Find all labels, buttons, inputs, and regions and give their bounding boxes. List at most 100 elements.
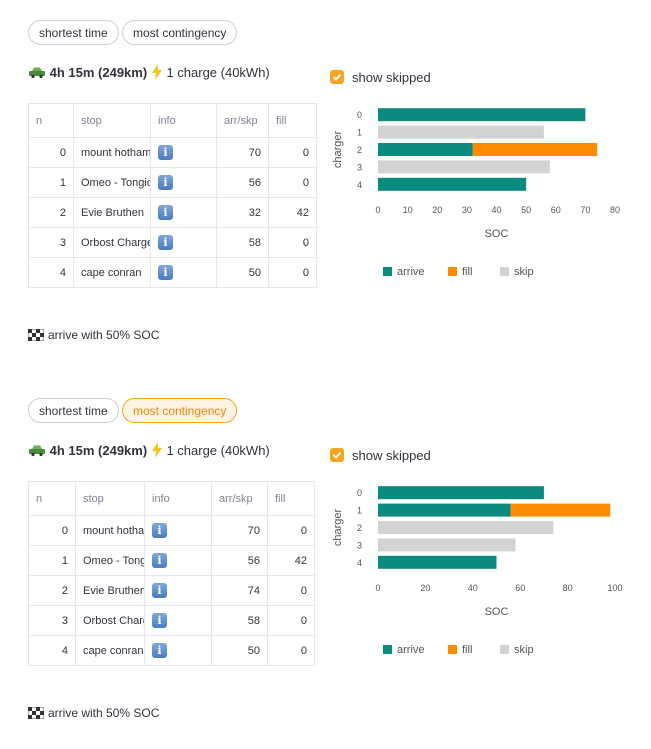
cell-arr-skp: 50 bbox=[216, 257, 269, 288]
x-tick-label: 0 bbox=[375, 583, 380, 593]
cell-info[interactable]: i bbox=[144, 545, 212, 576]
cell-stop: mount hotham bbox=[75, 515, 145, 546]
column-header-stop[interactable]: stop bbox=[73, 103, 151, 138]
trip-duration-distance: 4h 15m (249km) bbox=[49, 64, 148, 80]
info-icon[interactable]: i bbox=[158, 235, 173, 250]
cell-fill: 0 bbox=[268, 167, 317, 198]
y-axis-title: charger bbox=[332, 509, 344, 547]
y-tick-label: 2 bbox=[357, 523, 362, 533]
column-header-arr-skp[interactable]: arr/skp bbox=[211, 481, 268, 516]
cell-arr-skp: 32 bbox=[216, 197, 269, 228]
checkbox-checked-icon[interactable] bbox=[330, 70, 344, 84]
legend-swatch-arrive bbox=[383, 645, 392, 654]
tab-most-contingency[interactable]: most contingency bbox=[122, 398, 238, 423]
legend-label-fill: fill bbox=[462, 644, 472, 656]
show-skipped-label: show skipped bbox=[352, 448, 431, 463]
x-tick-label: 100 bbox=[607, 583, 622, 593]
tab-shortest-time[interactable]: shortest time bbox=[28, 20, 119, 45]
table-row[interactable]: 2 Evie Bruthen i 74 0 bbox=[28, 575, 315, 606]
tab-shortest-time[interactable]: shortest time bbox=[28, 398, 119, 423]
bar-skip bbox=[378, 521, 554, 534]
column-header-stop[interactable]: stop bbox=[75, 481, 145, 516]
cell-fill: 0 bbox=[267, 575, 315, 606]
x-tick-label: 30 bbox=[462, 205, 472, 215]
cell-n: 4 bbox=[28, 257, 74, 288]
column-header-fill[interactable]: fill bbox=[267, 481, 315, 516]
x-tick-label: 40 bbox=[468, 583, 478, 593]
route-section-shortest: shortest time most contingency 4h 15m (2… bbox=[0, 0, 651, 360]
cell-n: 0 bbox=[28, 137, 74, 168]
cell-info[interactable]: i bbox=[150, 257, 217, 288]
cell-stop: Orbost Charger bbox=[73, 227, 151, 258]
cell-n: 2 bbox=[28, 575, 76, 606]
cell-arr-skp: 70 bbox=[216, 137, 269, 168]
checkered-flag-icon bbox=[27, 706, 45, 722]
legend-label-fill: fill bbox=[462, 266, 472, 278]
column-header-info[interactable]: info bbox=[144, 481, 212, 516]
show-skipped-checkbox[interactable]: show skipped bbox=[330, 70, 431, 85]
trip-summary: 4h 15m (249km) 1 charge (40kWh) bbox=[28, 442, 270, 461]
cell-n: 1 bbox=[28, 545, 76, 576]
cell-info[interactable]: i bbox=[150, 197, 217, 228]
bar-skip bbox=[378, 125, 544, 139]
info-icon[interactable]: i bbox=[158, 205, 173, 220]
cell-stop: Evie Bruthen bbox=[73, 197, 151, 228]
bar-skip bbox=[378, 538, 516, 552]
column-header-arr-skp[interactable]: arr/skp bbox=[216, 103, 269, 138]
cell-info[interactable]: i bbox=[150, 227, 217, 258]
info-icon[interactable]: i bbox=[152, 583, 167, 598]
trip-duration-distance: 4h 15m (249km) bbox=[49, 442, 148, 458]
bar-arrive bbox=[378, 503, 511, 517]
y-tick-label: 2 bbox=[357, 145, 362, 155]
table-row[interactable]: 1 Omeo - Tongio i 56 0 bbox=[28, 167, 317, 198]
cell-info[interactable]: i bbox=[150, 167, 217, 198]
cell-info[interactable]: i bbox=[144, 605, 212, 636]
info-icon[interactable]: i bbox=[152, 643, 167, 658]
column-header-n[interactable]: n bbox=[28, 481, 76, 516]
cell-info[interactable]: i bbox=[144, 635, 212, 666]
cell-info[interactable]: i bbox=[144, 575, 212, 606]
info-icon[interactable]: i bbox=[158, 265, 173, 280]
column-header-n[interactable]: n bbox=[28, 103, 74, 138]
arrival-footer: arrive with 50% SOC bbox=[27, 706, 159, 722]
x-tick-label: 40 bbox=[491, 205, 501, 215]
table-row[interactable]: 2 Evie Bruthen i 32 42 bbox=[28, 197, 317, 228]
info-icon[interactable]: i bbox=[152, 553, 167, 568]
cell-fill: 0 bbox=[268, 257, 317, 288]
info-icon[interactable]: i bbox=[158, 145, 173, 160]
show-skipped-checkbox[interactable]: show skipped bbox=[330, 448, 431, 463]
cell-fill: 0 bbox=[267, 515, 315, 546]
cell-info[interactable]: i bbox=[144, 515, 212, 546]
cell-info[interactable]: i bbox=[150, 137, 217, 168]
table-row[interactable]: 4 cape conran i 50 0 bbox=[28, 635, 315, 666]
column-header-fill[interactable]: fill bbox=[268, 103, 317, 138]
table-header-row: n stop info arr/skp fill bbox=[28, 481, 315, 516]
tab-most-contingency[interactable]: most contingency bbox=[122, 20, 238, 45]
y-tick-label: 4 bbox=[357, 558, 362, 568]
info-icon[interactable]: i bbox=[158, 175, 173, 190]
x-axis-title: SOC bbox=[485, 228, 509, 240]
cell-arr-skp: 50 bbox=[211, 635, 268, 666]
checkbox-checked-icon[interactable] bbox=[330, 448, 344, 462]
column-header-info[interactable]: info bbox=[150, 103, 217, 138]
table-row[interactable]: 4 cape conran i 50 0 bbox=[28, 257, 317, 288]
table-header-row: n stop info arr/skp fill bbox=[28, 103, 317, 138]
cell-stop: Evie Bruthen bbox=[75, 575, 145, 606]
y-tick-label: 3 bbox=[357, 540, 362, 550]
bar-arrive bbox=[378, 486, 544, 500]
bar-skip bbox=[378, 160, 550, 174]
legend-swatch-skip bbox=[500, 645, 509, 654]
cell-fill: 0 bbox=[267, 635, 315, 666]
info-icon[interactable]: i bbox=[152, 523, 167, 538]
bar-arrive bbox=[378, 108, 586, 122]
cell-stop: cape conran bbox=[75, 635, 145, 666]
info-icon[interactable]: i bbox=[152, 613, 167, 628]
car-icon bbox=[28, 444, 46, 459]
